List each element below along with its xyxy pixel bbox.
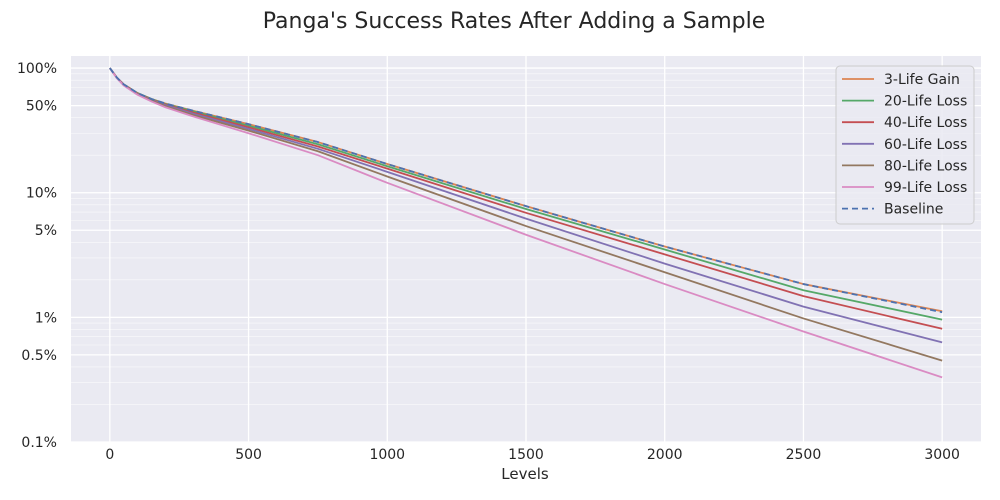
chart-title: Panga's Success Rates After Adding a Sam…	[263, 9, 766, 34]
x-axis-ticks: 0 500 1000 1500 2000 2500 3000	[105, 447, 960, 463]
legend-label-80-life-loss: 80-Life Loss	[884, 158, 967, 174]
major-gridlines	[71, 56, 981, 443]
legend-label-baseline: Baseline	[884, 202, 943, 218]
y-tick-label: 10%	[26, 186, 57, 202]
x-tick-label: 3000	[924, 447, 960, 463]
x-tick-label: 500	[235, 447, 262, 463]
y-tick-label: 0.1%	[21, 435, 57, 451]
series-lines	[109, 67, 943, 379]
series-line-baseline	[109, 67, 943, 314]
y-tick-label: 5%	[35, 223, 57, 239]
legend: 3-Life Gain 20-Life Loss 40-Life Loss 60-Li…	[835, 65, 975, 225]
y-tick-label: 50%	[26, 99, 57, 115]
x-axis-label: Levels	[501, 465, 549, 483]
x-tick-label: 2000	[647, 447, 683, 463]
y-tick-label: 1%	[35, 310, 57, 326]
legend-label-20-life-loss: 20-Life Loss	[884, 94, 967, 110]
legend-label-99-life-loss: 99-Life Loss	[884, 180, 967, 196]
x-tick-label: 1000	[369, 447, 405, 463]
series-line-99-life-loss	[109, 67, 943, 379]
y-axis-ticks: 100% 50% 10% 5% 1% 0.5% 0.1%	[17, 61, 57, 451]
x-tick-label: 1500	[508, 447, 544, 463]
y-tick-label: 0.5%	[21, 348, 57, 364]
x-tick-label: 0	[105, 447, 114, 463]
legend-label-40-life-loss: 40-Life Loss	[884, 115, 967, 131]
y-tick-label: 100%	[17, 61, 57, 77]
legend-label-60-life-loss: 60-Life Loss	[884, 137, 967, 153]
legend-label-3-life-gain: 3-Life Gain	[884, 72, 960, 88]
legend-box	[835, 65, 975, 225]
x-tick-label: 2500	[786, 447, 822, 463]
